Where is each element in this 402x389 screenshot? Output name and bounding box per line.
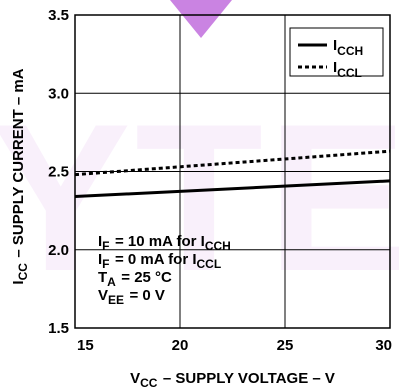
y-tick-label: 3.0 — [48, 85, 69, 102]
y-tick-label: 2.0 — [48, 242, 69, 259]
plot-frame — [74, 14, 391, 329]
series-line-icch — [74, 179, 391, 199]
series-line-iccl — [74, 149, 391, 177]
y-tick-label: 1.5 — [48, 320, 69, 337]
y-axis-label: ICC – SUPPLY CURRENT – mA — [10, 68, 30, 284]
annotation-line: IF = 10 mA for ICCH — [98, 233, 232, 253]
x-tick-label: 20 — [172, 337, 189, 354]
legend-label: ICCL — [333, 59, 363, 80]
y-tick-label: 3.5 — [48, 7, 69, 24]
x-tick-label: 30 — [375, 337, 392, 354]
watermark: YTE — [0, 0, 402, 315]
legend: ICCH ICCL — [289, 27, 384, 80]
legend-label: ICCH — [333, 37, 364, 58]
x-tick-label: 15 — [77, 337, 94, 354]
annotations: IF = 10 mA for ICCH IF = 0 mA for ICCL T… — [98, 233, 232, 307]
axis-labels: VCC – SUPPLY VOLTAGE – V ICC – SUPPLY CUR… — [10, 68, 335, 389]
annotation-line: VEE = 0 V — [98, 287, 165, 307]
tick-labels: 15 20 25 30 1.5 2.0 2.5 3.0 3.5 — [48, 7, 392, 354]
chart-series — [74, 149, 391, 199]
x-tick-label: 25 — [277, 337, 294, 354]
watermark-text: YTE — [0, 80, 402, 315]
annotation-line: TA = 25 °C — [98, 269, 172, 289]
watermark-triangle — [170, 0, 232, 38]
y-tick-label: 2.5 — [48, 164, 69, 181]
x-axis-label: VCC – SUPPLY VOLTAGE – V — [130, 370, 335, 389]
annotation-line: IF = 0 mA for ICCL — [98, 251, 222, 271]
